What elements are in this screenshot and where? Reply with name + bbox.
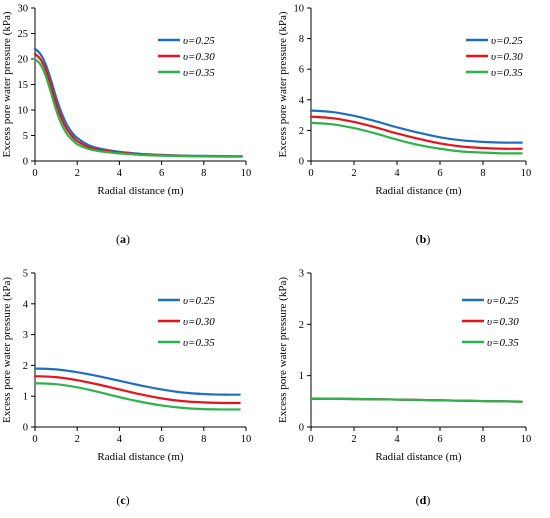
y-tick-label: 4 [23, 299, 29, 310]
x-tick-label: 8 [480, 434, 485, 445]
y-tick-label: 5 [23, 131, 28, 142]
x-tick-label: 10 [521, 168, 532, 179]
series-line-3 [33, 382, 241, 411]
legend-entry: υ=0.35 [183, 67, 215, 79]
series-line-3 [309, 397, 523, 403]
y-tick-label: 4 [299, 95, 305, 106]
y-tick-label: 3 [23, 330, 28, 341]
y-tick-label: 2 [23, 361, 28, 372]
y-tick-label: 15 [18, 80, 29, 91]
panel-caption-letter: a [120, 232, 126, 246]
panel-a: 0 5 10 15 20 25 30 0 2 4 6 8 10 Radial distance (m) Ex… [1, 4, 251, 247]
y-tick-label: 2 [299, 126, 304, 137]
y-tick-label: 0 [23, 157, 28, 168]
series-line-1 [33, 367, 241, 396]
y-tick-label: 0 [23, 423, 28, 434]
series-line-3 [309, 121, 523, 155]
legend-entry: υ=0.30 [491, 51, 523, 63]
x-tick-label: 2 [75, 434, 80, 445]
x-tick-label: 0 [308, 434, 313, 445]
legend-entry: υ=0.35 [487, 337, 519, 349]
panel-caption-letter: d [420, 493, 427, 507]
y-tick-label: 0 [299, 157, 304, 168]
legend-entry: υ=0.30 [183, 316, 215, 328]
y-tick-label: 5 [23, 269, 28, 280]
panel-caption: (a) [116, 232, 130, 246]
series-line-1 [309, 109, 523, 144]
y-axis-label: Excess pore water pressure (kPa) [1, 277, 13, 423]
legend-entry: υ=0.30 [487, 316, 519, 328]
x-tick-label: 6 [159, 434, 164, 445]
y-tick-label: 2 [299, 320, 304, 331]
y-tick-label: 30 [18, 4, 29, 15]
x-tick-label: 6 [437, 168, 442, 179]
panel-caption-letter: c [120, 493, 126, 507]
y-tick-label: 3 [299, 269, 304, 280]
legend-entry: υ=0.35 [491, 67, 523, 79]
panel-caption: (c) [116, 493, 129, 507]
panel-caption-letter: b [420, 232, 427, 246]
x-tick-label: 8 [480, 168, 485, 179]
x-axis-label: Radial distance (m) [97, 185, 183, 197]
x-tick-label: 0 [32, 168, 37, 179]
y-tick-label: 6 [299, 65, 304, 76]
y-tick-label: 1 [23, 392, 28, 403]
panel-c: 0 1 2 3 4 5 0 2 4 6 8 10 Radial distance (m) Excess p… [1, 269, 251, 508]
y-tick-label: 20 [18, 55, 29, 66]
x-tick-label: 8 [201, 434, 206, 445]
x-tick-label: 2 [351, 168, 356, 179]
panel-caption: (b) [416, 232, 431, 246]
y-axis-label: Excess pore water pressure (kPa) [1, 11, 13, 157]
x-axis-label: Radial distance (m) [375, 451, 461, 463]
legend-entry: υ=0.35 [183, 337, 215, 349]
x-tick-label: 4 [394, 168, 400, 179]
series-line-1 [33, 47, 243, 158]
x-tick-label: 4 [117, 168, 123, 179]
x-tick-label: 10 [521, 434, 532, 445]
legend-entry: υ=0.30 [183, 51, 215, 63]
y-axis-label: Excess pore water pressure (kPa) [277, 277, 289, 423]
x-tick-label: 0 [308, 168, 313, 179]
y-tick-label: 8 [299, 34, 304, 45]
y-tick-label: 1 [299, 371, 304, 382]
series-line-3 [33, 57, 243, 158]
legend-entry: υ=0.25 [183, 295, 215, 307]
y-tick-label: 0 [299, 423, 304, 434]
x-tick-label: 10 [241, 434, 252, 445]
panel-b: 0 2 4 6 8 10 0 2 4 6 8 10 Radial distance (m) Excess … [277, 4, 531, 247]
x-tick-label: 8 [201, 168, 206, 179]
legend-entry: υ=0.25 [183, 35, 215, 47]
x-axis-label: Radial distance (m) [97, 451, 183, 463]
x-tick-label: 6 [159, 168, 164, 179]
x-tick-label: 4 [394, 434, 400, 445]
x-tick-label: 2 [351, 434, 356, 445]
legend-entry: υ=0.25 [491, 35, 523, 47]
x-tick-label: 0 [32, 434, 37, 445]
x-tick-label: 4 [117, 434, 123, 445]
x-axis-label: Radial distance (m) [375, 185, 461, 197]
y-axis-label: Excess pore water pressure (kPa) [277, 11, 289, 157]
y-tick-label: 10 [18, 106, 29, 117]
series-line-2 [33, 375, 241, 405]
series-line-2 [309, 115, 523, 150]
y-tick-label: 25 [18, 29, 29, 40]
panel-caption: (d) [416, 493, 431, 507]
y-tick-label: 10 [294, 4, 305, 15]
x-tick-label: 6 [437, 434, 442, 445]
legend-entry: υ=0.25 [487, 295, 519, 307]
x-tick-label: 2 [75, 168, 80, 179]
panel-d: 0 1 2 3 0 2 4 6 8 10 Radial distance (m) Excess por… [277, 269, 531, 508]
x-tick-label: 10 [241, 168, 252, 179]
